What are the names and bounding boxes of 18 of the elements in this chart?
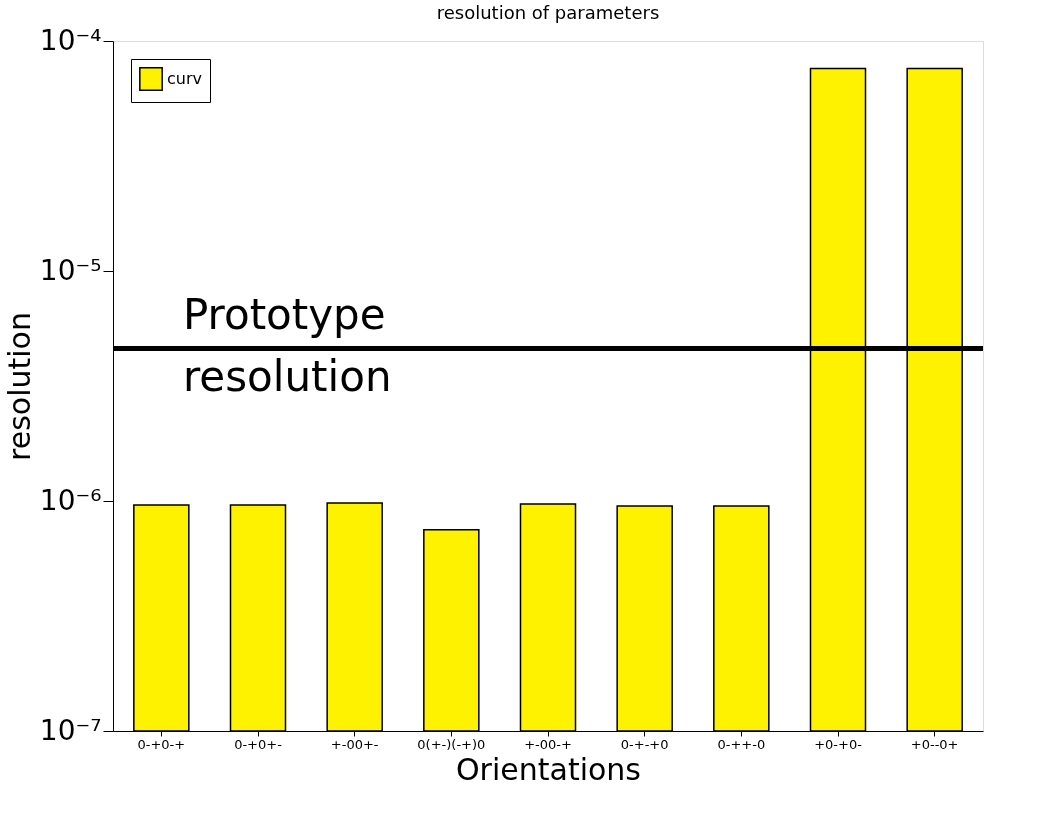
x-tick-label: 0-++-0	[717, 736, 766, 752]
chart-title: resolution of parameters	[436, 2, 660, 23]
y-tick-label: 10⁻⁷	[39, 713, 102, 747]
y-tick-label: 10⁻⁵	[39, 253, 102, 287]
y-tick-label: 10⁻⁴	[39, 23, 102, 57]
y-tick-label: 10⁻⁶	[39, 483, 102, 517]
x-axis-title: Orientations	[456, 751, 641, 787]
ref-line-label: Prototype resolution	[183, 289, 392, 401]
legend-label: curv	[167, 69, 202, 88]
x-tick-label: +-00-+	[524, 736, 572, 752]
x-tick-label: 0(+-)(-+)0	[417, 736, 486, 752]
x-tick-label: 0-+0+-	[234, 736, 283, 752]
x-tick-label: +-00+-	[330, 736, 379, 752]
y-axis-title: resolution	[1, 312, 37, 461]
x-tick-label: +0--0+	[910, 736, 959, 752]
x-tick-label: 0-+0-+	[137, 736, 186, 752]
x-tick-label: 0-+-+0	[620, 736, 669, 752]
x-tick-label: +0-+0-	[814, 736, 863, 752]
